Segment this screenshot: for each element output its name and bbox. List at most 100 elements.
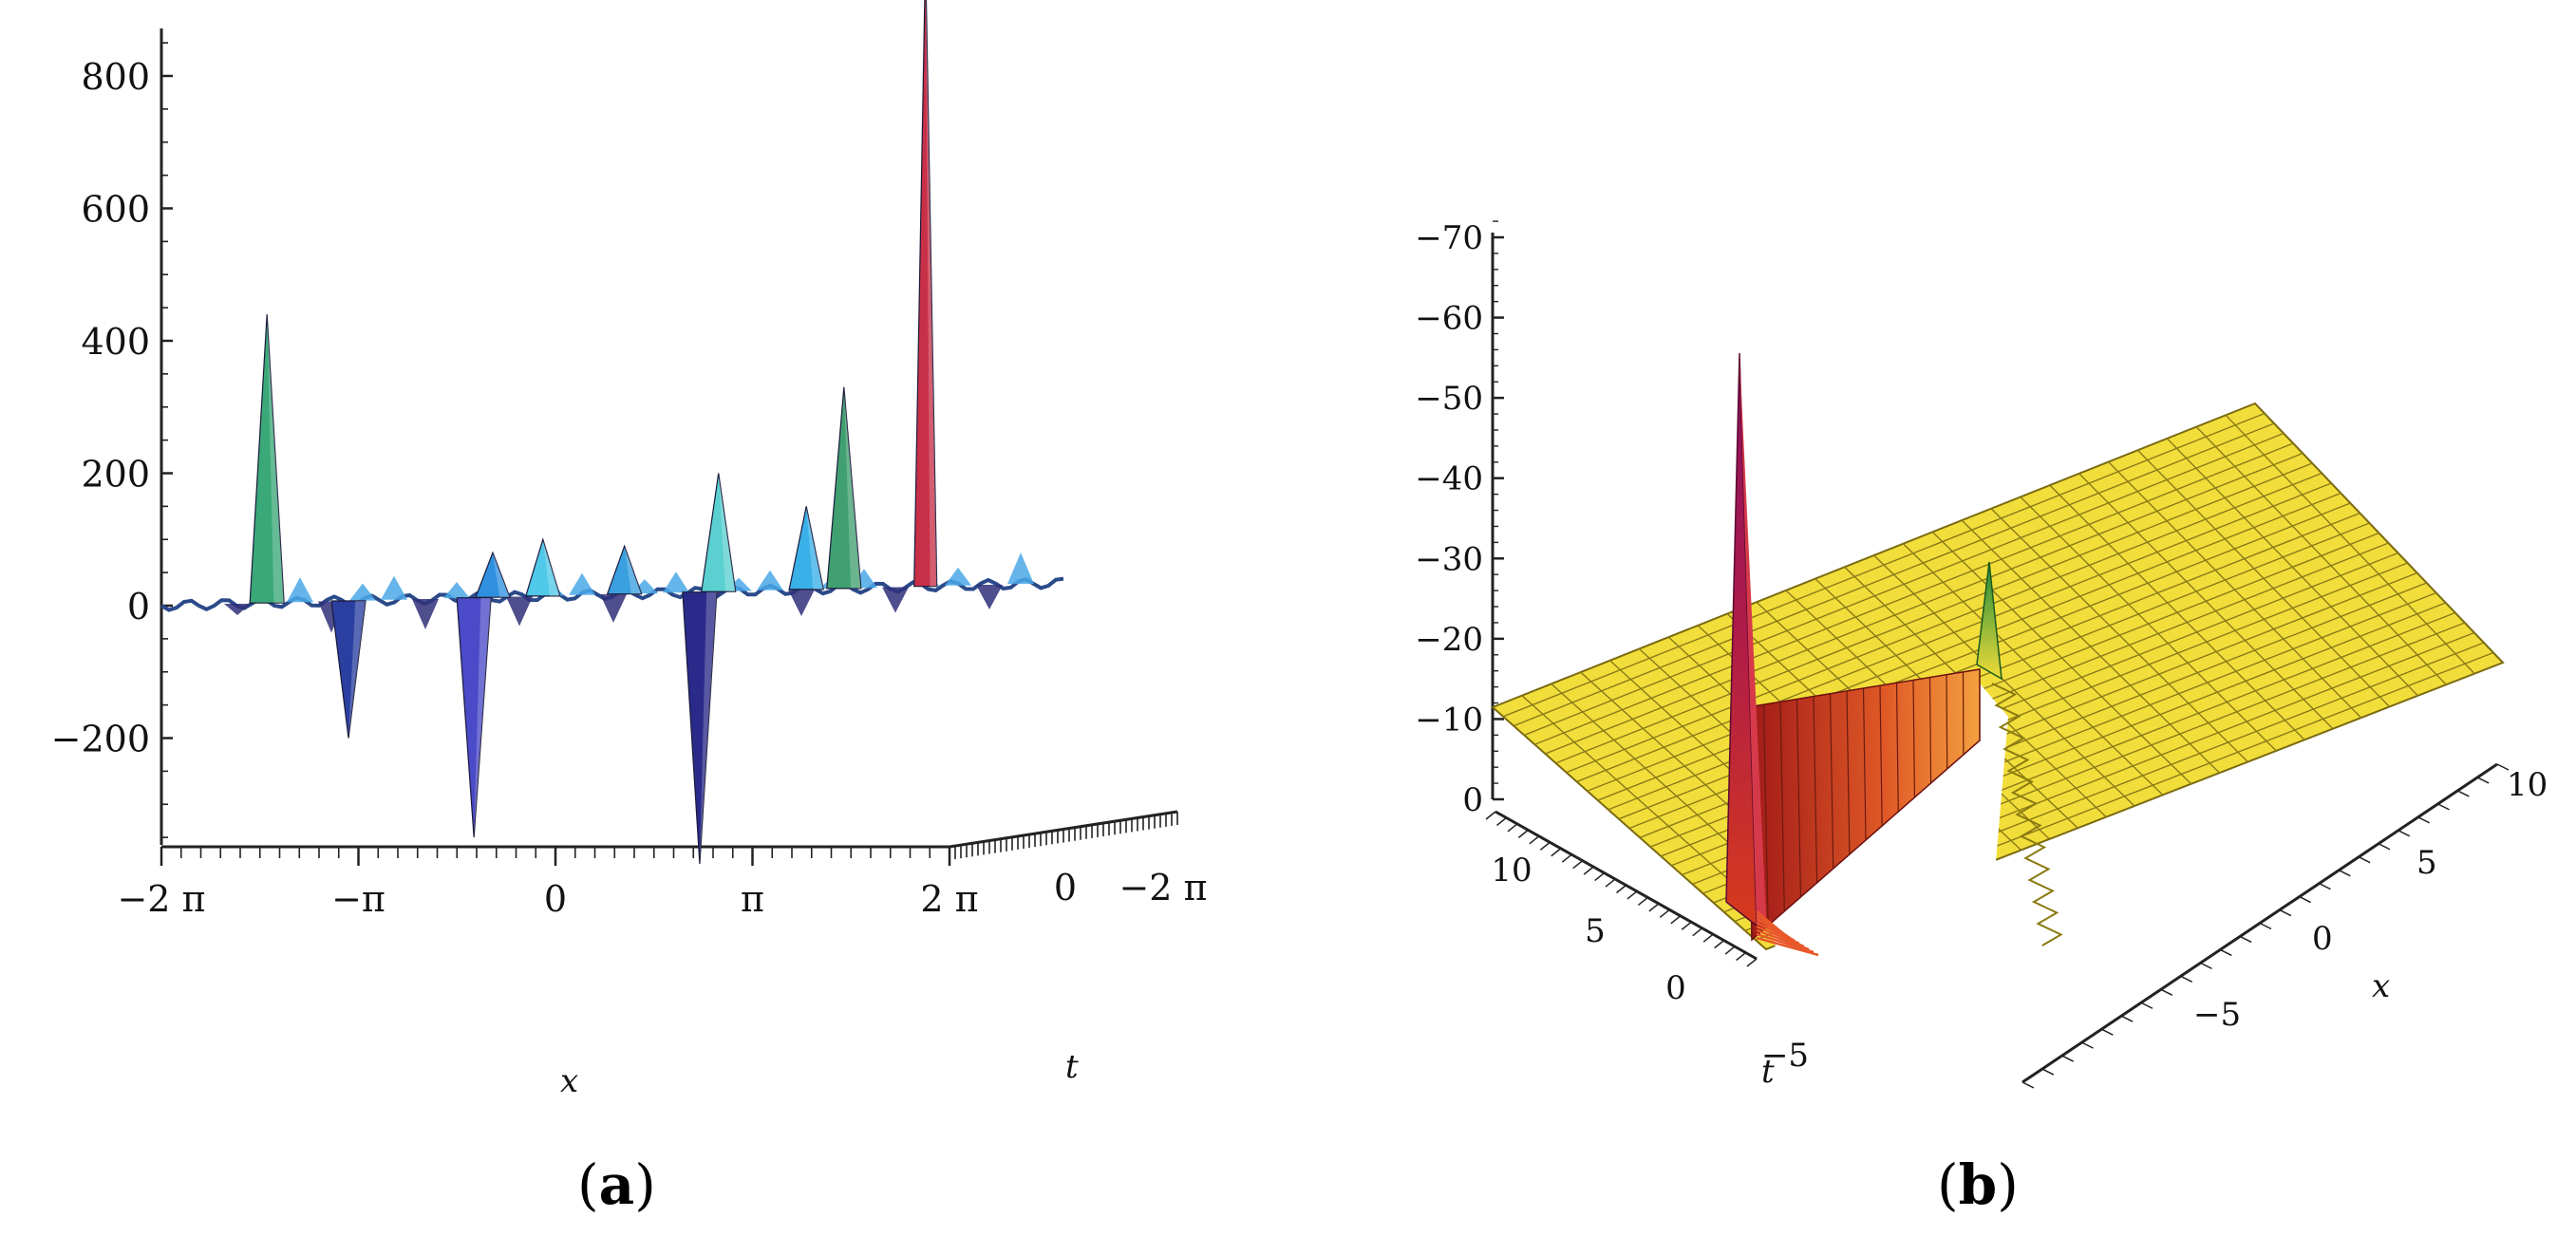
panel-a-t-tick-label: −2 π [1119, 867, 1207, 908]
panel-b-grid-line [1931, 531, 2192, 785]
panel-b-fan-stroke [1756, 932, 1814, 954]
panel-b-x-minor-tick [2100, 1028, 2114, 1036]
panel-b-x-tick-label: 10 [2507, 766, 2548, 804]
panel-b-x-minor-tick [2456, 790, 2470, 797]
panel-a-peak-shade [926, 0, 937, 587]
panel-b-x-minor-tick [2378, 843, 2391, 851]
panel-b-x-minor-tick [2219, 948, 2232, 957]
panel-b-grid-line [2020, 496, 2277, 752]
panel-b-x-tick-label: −5 [2193, 996, 2241, 1034]
panel-a-peak [475, 551, 511, 598]
panel-a-ripple [381, 575, 407, 600]
caption-b-letter: b [1959, 1152, 1998, 1217]
panel-b-z-tick-label: −60 [1415, 300, 1483, 338]
panel-b-grid-line [2078, 473, 2334, 730]
panel-a-peak [701, 473, 737, 592]
caption-a-letter: a [599, 1152, 635, 1217]
panel-a-peak-shade [806, 506, 824, 590]
panel-b-z-tick-label: 0 [1462, 781, 1483, 819]
panel-b-x-minor-tick [2319, 882, 2331, 890]
panel-b-wall-line [1779, 702, 1785, 912]
panel-b-t-minor-tick [1702, 933, 1714, 943]
panel-b-x-minor-tick [2279, 908, 2292, 917]
panel-a-z-tick-label: −200 [51, 719, 150, 760]
panel-b-grid-line [2225, 414, 2475, 675]
panel-b-grid-line [2195, 426, 2447, 685]
panel-b-x-minor-tick [2397, 830, 2411, 837]
panel-b-t-minor-tick [1539, 841, 1551, 851]
panel-a-ripple [600, 593, 627, 623]
panel-a-ripple [443, 582, 470, 599]
panel-a-ripple [224, 603, 251, 615]
panel-a-peak-shade [624, 546, 642, 594]
panel-b-x-minor-tick [2120, 1015, 2134, 1022]
panel-b-wall-line [1928, 677, 1932, 784]
panel-b-x-tick-label: 0 [2312, 920, 2333, 958]
panel-a-peak-shade [474, 597, 492, 838]
panel-b-x-minor-tick [2338, 869, 2351, 877]
panel-a-t-label: t [1065, 1048, 1079, 1086]
panel-b-z-tick-label: −40 [1415, 460, 1483, 498]
panel-b-t-minor-tick [1746, 958, 1758, 967]
panel-b-x-label: x [2372, 967, 2390, 1005]
panel-b-t-minor-tick [1551, 848, 1562, 857]
panel-a-x-tick-label: 2 π [920, 878, 978, 920]
panel-b-x-minor-tick [2496, 763, 2510, 771]
panel-b-grid-line [2136, 449, 2391, 707]
panel-b-t-minor-tick [1529, 835, 1540, 845]
panel-a-ripple [1007, 552, 1034, 585]
panel-b-t-minor-tick [1714, 940, 1725, 949]
panel-a-peak-shade [348, 601, 367, 739]
panel-b-wall-line [1895, 683, 1899, 813]
panel-b-grid-line [2108, 461, 2362, 719]
panel-b-wall-line [1796, 699, 1802, 898]
panel-a-peak [524, 537, 561, 597]
panel-a-ripple [287, 577, 313, 603]
panel-b-grid-line [1990, 508, 2248, 763]
panel-a-ripple [976, 584, 1003, 609]
panel-b-fan-stroke [1756, 925, 1805, 948]
panel-b-z-tick-label: −70 [1415, 219, 1483, 257]
panel-b-wall-line [1846, 690, 1851, 855]
panel-b-wall-line [1762, 704, 1769, 927]
panel-b-x-minor-tick [2021, 1081, 2035, 1089]
panel-a-ripple [788, 589, 815, 616]
panel-b-t-minor-tick [1517, 829, 1529, 838]
panel-a: 800 600 400 200 0 −200 −2 π −π 0 π 2 π 0 −2 π [51, 0, 1208, 920]
panel-b-x-minor-tick [2041, 1068, 2055, 1076]
panel-a-peak-shade [699, 591, 717, 865]
panel-b-main-spike-side [1739, 353, 1766, 926]
panel-a-peak-shade [492, 552, 510, 598]
panel-b-t-minor-tick [1692, 927, 1703, 937]
panel-a-peak-shade [267, 314, 285, 604]
panel-a-peak [826, 386, 862, 590]
panel-b-t-minor-tick [1616, 884, 1626, 894]
panel-b-x-minor-tick [2180, 975, 2193, 983]
panel-a-peak [456, 597, 492, 838]
panel-a-ripple [506, 596, 533, 627]
panel-a-z-tick-label: 400 [81, 321, 150, 363]
panel-b-t-minor-tick [1594, 871, 1606, 882]
panel-b-z-tick-label: −10 [1415, 701, 1483, 739]
panel-a-peak [913, 0, 938, 588]
panel-a-ripple [663, 571, 689, 593]
panel-b-t-minor-tick [1572, 860, 1584, 870]
panel-b-t-minor-tick [1495, 816, 1507, 827]
panel-b-grid-line [2049, 484, 2305, 740]
panel-a-peak-shade [843, 386, 861, 589]
panel-b-x-minor-tick [2061, 1055, 2075, 1062]
panel-a-z-tick-label: 0 [127, 586, 150, 627]
caption-a: (a) [577, 1152, 656, 1217]
panel-b-z-tick-label: −50 [1415, 380, 1483, 418]
panel-b-fan-stroke [1756, 936, 1819, 957]
panel-a-peak [330, 600, 367, 739]
panel-a-peak [606, 544, 643, 595]
panel-b-t-minor-tick [1626, 890, 1638, 900]
panel-b-x-minor-tick [2239, 935, 2252, 944]
panel-a-z-tick-label: 200 [81, 454, 150, 496]
panel-b-t-minor-tick [1561, 853, 1572, 863]
panel-a-x-tick-label: π [741, 878, 764, 920]
panel-b: −70 −60 −50 −40 −30 −20 −10 0 10 5 0 −5 10 5 0 −5 [1415, 219, 2548, 1089]
panel-b-t-minor-tick [1485, 811, 1496, 820]
